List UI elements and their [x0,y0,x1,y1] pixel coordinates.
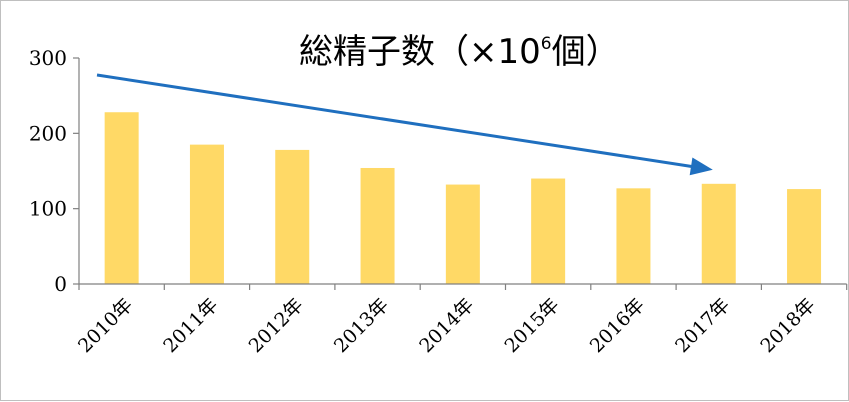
x-category-label: 2010年 [74,294,137,357]
bar-series [104,112,822,285]
x-category-label: 2018年 [756,294,819,357]
x-category-label: 2016年 [586,294,649,357]
y-tick-label: 200 [29,121,67,145]
y-axis-ticks: 0 100 200 300 [29,46,67,296]
bar-2013年 [360,167,395,284]
bar-2016年 [616,188,651,284]
x-category-label: 2013年 [330,294,393,357]
x-category-label: 2012年 [245,294,308,357]
bar-2018年 [787,189,822,284]
chart-title-superscript: 6 [541,34,552,54]
x-axis-labels: 2010年 2011年 2012年 2013年 2014年 2015年 2016年 2017年… [74,294,820,357]
trend-arrow-shaft [96,73,696,169]
axes [73,57,848,290]
trend-arrow-head [689,157,713,176]
chart-title-end: 個） [552,32,620,72]
y-tick-label: 0 [54,272,67,296]
bar-2014年 [445,184,480,284]
bar-2012年 [275,149,310,284]
bar-2015年 [531,178,566,284]
bar-2010年 [104,112,139,285]
trend-arrow [96,73,713,176]
bar-2017年 [701,183,736,284]
chart-title: 総精子数（×106個） [299,32,620,72]
x-category-label: 2017年 [671,294,734,357]
x-category-label: 2015年 [500,294,563,357]
x-category-label: 2011年 [159,294,222,357]
chart-title-main: 総精子数（×10 [299,32,541,72]
y-tick-label: 100 [29,197,67,221]
bar-2011年 [189,144,224,284]
x-category-label: 2014年 [415,294,478,357]
y-tick-label: 300 [29,46,67,70]
